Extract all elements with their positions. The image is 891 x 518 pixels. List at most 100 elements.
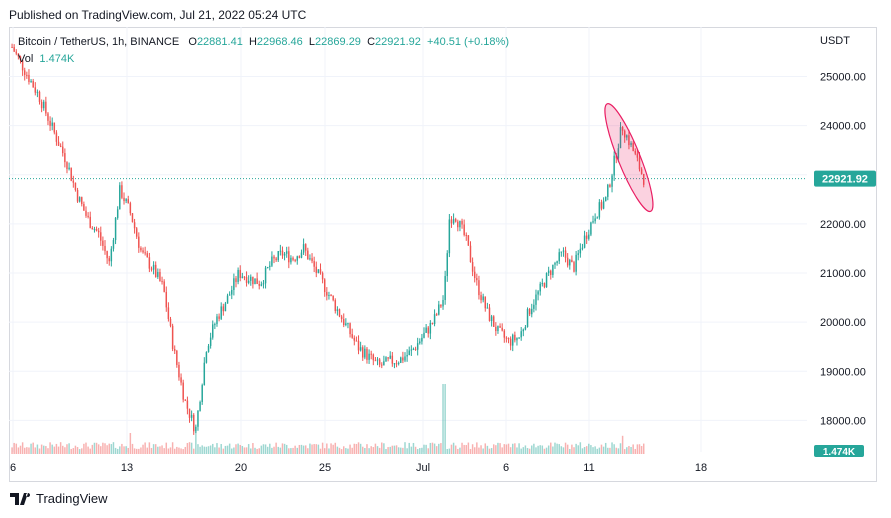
- volume-bar: [283, 443, 286, 454]
- candle-body: [140, 247, 142, 251]
- volume-bar: [626, 447, 628, 454]
- candle-body: [550, 270, 552, 275]
- candle-body: [273, 256, 275, 259]
- volume-bar: [463, 444, 465, 454]
- candle-body: [241, 276, 244, 278]
- candle-body: [585, 235, 588, 239]
- candle-body: [279, 250, 282, 252]
- axis-unit-label: USDT: [820, 35, 850, 47]
- candle-body: [526, 309, 529, 328]
- candle-body: [309, 258, 311, 260]
- volume-bar: [450, 444, 453, 454]
- volume-bar: [397, 447, 400, 454]
- volume-bar: [269, 443, 271, 454]
- volume-bar: [442, 384, 444, 454]
- volume-bar: [368, 448, 370, 454]
- candle-body: [51, 122, 53, 126]
- candle-body: [425, 327, 427, 333]
- candle-body: [250, 276, 252, 281]
- volume-bar: [64, 447, 66, 454]
- candle-body: [203, 362, 206, 386]
- volume-bar: [541, 445, 544, 454]
- volume-bar: [264, 444, 267, 454]
- volume-bar: [273, 446, 275, 454]
- candle-body: [294, 259, 296, 261]
- volume-bar: [482, 448, 484, 454]
- candle-body: [446, 253, 448, 277]
- candle-body: [338, 309, 341, 317]
- volume-bar: [112, 442, 115, 454]
- volume-bar: [575, 443, 577, 454]
- volume-bar: [127, 447, 129, 454]
- volume-bar: [250, 448, 252, 454]
- candle-body: [579, 248, 582, 254]
- volume-bar: [108, 443, 110, 454]
- candle-body: [195, 426, 197, 432]
- volume-bar: [317, 444, 320, 454]
- candle-body: [307, 250, 309, 260]
- candle-body: [328, 294, 330, 296]
- volume-bar: [632, 444, 634, 454]
- volume-bar: [45, 446, 47, 454]
- candle-body: [129, 203, 132, 214]
- volume-bar: [243, 447, 246, 454]
- volume-bar: [62, 445, 64, 454]
- candle-body: [209, 337, 212, 346]
- volume-bar: [423, 444, 425, 454]
- volume-bar: [114, 447, 117, 454]
- volume-bar: [302, 445, 305, 454]
- volume-bar: [131, 443, 134, 454]
- volume-bar: [129, 433, 132, 454]
- volume-bar: [150, 447, 153, 454]
- candle-body: [235, 278, 237, 282]
- volume-bar: [292, 447, 294, 454]
- volume-bar: [497, 442, 499, 454]
- volume-bar: [315, 444, 318, 454]
- candle-body: [216, 316, 218, 325]
- candle-body: [330, 294, 332, 296]
- volume-bar: [334, 442, 337, 454]
- candle-body: [414, 348, 417, 350]
- volume-bar: [95, 442, 98, 454]
- volume-bar: [319, 448, 322, 454]
- candle-body: [594, 218, 596, 222]
- candle-body: [640, 169, 643, 175]
- volume-bar: [197, 444, 199, 454]
- volume-bar: [588, 443, 590, 454]
- candle-body: [638, 157, 641, 170]
- price-chart[interactable]: USDT 25000.0024000.0023000.0022000.00210…: [9, 27, 877, 482]
- volume-bar: [231, 448, 233, 454]
- volume-bar: [47, 448, 49, 454]
- candle-body: [15, 51, 18, 54]
- volume-bar: [104, 443, 106, 454]
- volume-bar: [435, 446, 438, 454]
- candle-body: [463, 224, 465, 235]
- candle-body: [402, 357, 404, 361]
- candle-body: [571, 259, 573, 263]
- volume-bar: [522, 447, 525, 454]
- volume-bar: [72, 448, 75, 454]
- volume-bar: [121, 443, 123, 454]
- volume-bar: [421, 447, 423, 454]
- volume-bar: [218, 447, 220, 454]
- volume-bar: [224, 445, 227, 454]
- candle-body: [110, 248, 113, 262]
- candle-body: [431, 322, 434, 325]
- candle-body: [514, 334, 516, 341]
- tradingview-logo-icon: [10, 492, 31, 505]
- candle-body: [70, 167, 72, 181]
- candle-body: [642, 174, 645, 185]
- candle-body: [547, 270, 550, 274]
- candle-body: [180, 377, 182, 383]
- tradingview-brand[interactable]: TradingView: [10, 491, 108, 506]
- candle-body: [467, 235, 470, 246]
- candle-body: [231, 289, 233, 295]
- volume-bar: [393, 445, 396, 454]
- candle-body: [300, 252, 303, 258]
- volume-bar: [642, 443, 645, 454]
- volume-bar: [167, 448, 170, 454]
- volume-bar: [201, 445, 203, 454]
- volume-bar: [419, 448, 421, 454]
- candle-body: [381, 364, 383, 366]
- candle-body: [516, 338, 518, 341]
